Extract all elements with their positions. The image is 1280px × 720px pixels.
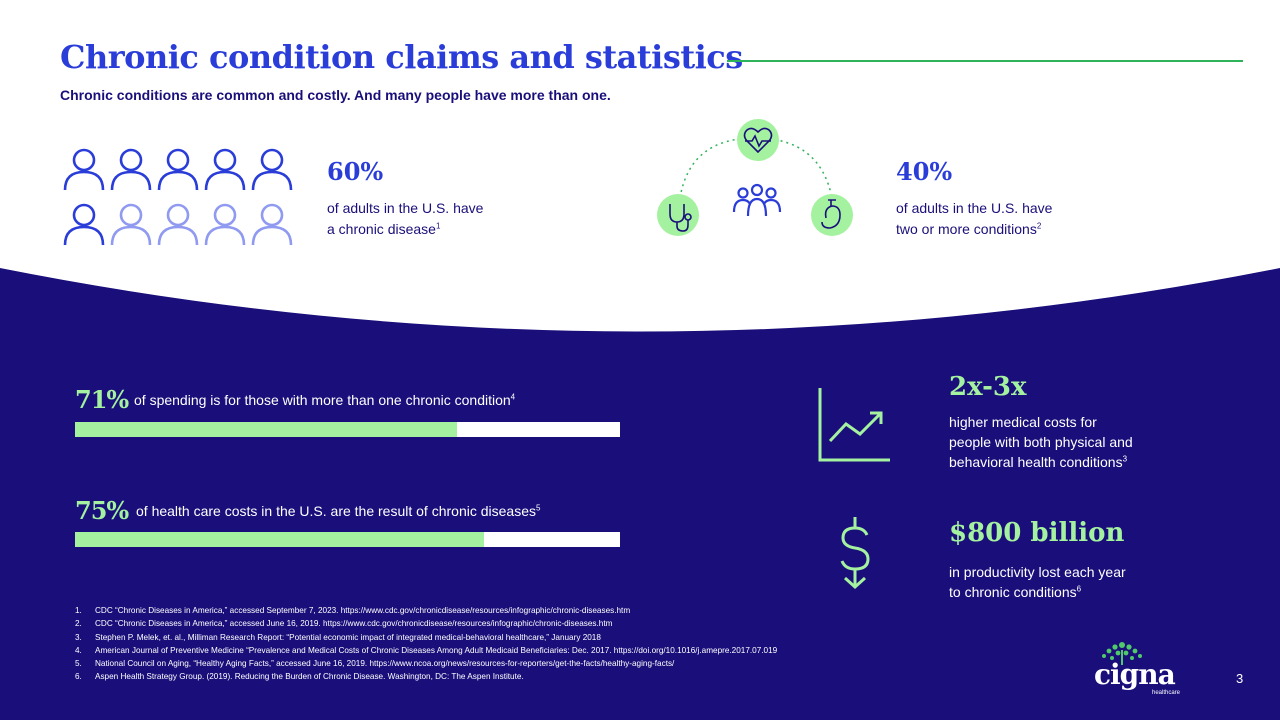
footnotes-list: 1. CDC “Chronic Diseases in America,” acc… [75, 604, 795, 684]
adults-chronic-line1: of adults in the U.S. have [327, 200, 484, 216]
costs-percent: 75% [75, 496, 129, 525]
brand-name: cigna [1094, 658, 1176, 691]
footnote-ref: 6 [1076, 584, 1082, 594]
title-divider [727, 60, 1243, 62]
footnote-ref: 1 [435, 221, 441, 231]
dollar-icon [840, 517, 870, 590]
footnote-ref: 3 [1122, 454, 1128, 464]
footnote-ref: 2 [1036, 221, 1042, 231]
footnote-item: 1. CDC “Chronic Diseases in America,” acc… [75, 606, 631, 615]
productivity-loss-amount: $800 billion [949, 518, 1125, 548]
person-icon [63, 148, 105, 191]
multiple-conditions-description: of adults in the U.S. have two or more c… [896, 198, 1052, 240]
costs-bar [75, 532, 620, 547]
brand-tagline: healthcare [1152, 690, 1181, 696]
footnote-item: 4. American Journal of Preventive Medicin… [75, 645, 778, 655]
group-icon [732, 183, 782, 217]
costs-text: of health care costs in the U.S. are the… [136, 503, 536, 519]
person-icon [110, 203, 152, 246]
productivity-line2: to chronic conditions [949, 584, 1077, 600]
costs-bar-fill [75, 532, 484, 547]
page-subtitle: Chronic conditions are common and costly… [60, 87, 611, 103]
cost-multiplier: 2x-3x [949, 372, 1027, 402]
people-grid-icon [60, 140, 300, 250]
multiple-conditions-percent: 40% [896, 157, 953, 186]
person-icon [204, 148, 246, 191]
multiple-conditions-line1: of adults in the U.S. have [896, 200, 1053, 216]
person-icon [251, 203, 293, 246]
conditions-graphic [650, 118, 865, 243]
heart-pulse-icon [737, 119, 779, 161]
organ-icon [811, 194, 853, 236]
costs-description: of health care costs in the U.S. are the… [136, 503, 540, 519]
productivity-line1: in productivity lost each year [949, 564, 1126, 580]
person-icon [157, 203, 199, 246]
cost-line1: higher medical costs for [949, 414, 1097, 430]
adults-chronic-description: of adults in the U.S. have a chronic dis… [327, 198, 483, 240]
cost-description: higher medical costs for people with bot… [949, 412, 1133, 472]
footnote-item: 2. CDC “Chronic Diseases in America,” acc… [75, 619, 613, 629]
cost-line2: people with both physical and [949, 434, 1133, 450]
footnote-item: 3. Stephen P. Melek, et. al., Milliman Re… [75, 632, 601, 642]
person-icon [204, 203, 246, 246]
tree-of-life-icon [1102, 642, 1142, 665]
footnote-ref: 4 [510, 392, 516, 402]
spending-bar-fill [75, 422, 457, 437]
person-icon [110, 148, 152, 191]
spending-percent: 71% [75, 385, 129, 414]
top-white-section [0, 0, 1280, 340]
adults-chronic-line2: a chronic disease [327, 221, 436, 237]
person-icon [251, 148, 293, 191]
footnote-item: 5. National Council on Aging, “Healthy Ag… [75, 659, 675, 669]
person-icon [63, 203, 105, 246]
cigna-logo: cigna healthcare [1090, 640, 1205, 700]
productivity-description: in productivity lost each year to chroni… [949, 562, 1126, 602]
trend-chart-icon [818, 388, 890, 462]
stethoscope-icon [657, 194, 699, 236]
spending-description: of spending is for those with more than … [134, 392, 515, 408]
footnote-item: 6. Aspen Health Strategy Group. (2019). R… [75, 672, 524, 682]
cost-line3: behavioral health conditions [949, 454, 1123, 470]
adults-chronic-percent: 60% [327, 157, 384, 186]
footnote-ref: 5 [535, 503, 541, 513]
spending-bar [75, 422, 620, 437]
spending-text: of spending is for those with more than … [134, 392, 511, 408]
person-icon [157, 148, 199, 191]
multiple-conditions-line2: two or more conditions [896, 221, 1037, 237]
page-title: Chronic condition claims and statistics [60, 38, 743, 76]
page-number: 3 [1236, 671, 1244, 686]
